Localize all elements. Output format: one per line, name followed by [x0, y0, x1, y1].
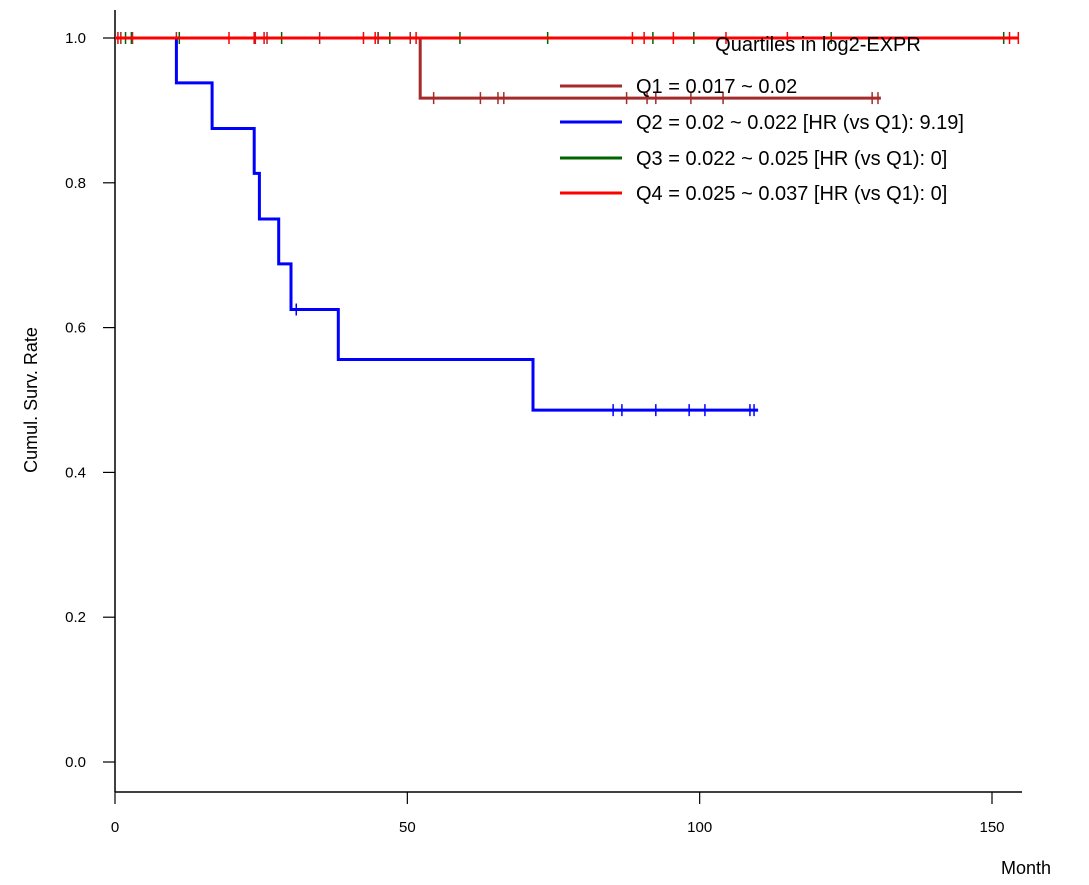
survival-curve-2: [115, 36, 759, 412]
y-tick-label: 0.0: [65, 754, 86, 771]
legend-title: Quartiles in log2-EXPR: [715, 34, 921, 56]
y-tick-label: 0.4: [65, 464, 86, 481]
y-tick-label: 0.8: [65, 175, 86, 192]
legend-label: Q3 = 0.022 ~ 0.025 [HR (vs Q1): 0]: [636, 148, 947, 170]
x-tick-label: 0: [111, 819, 119, 836]
series-layer: [115, 32, 1020, 417]
series-2: [115, 36, 759, 417]
x-tick-label: 50: [399, 819, 416, 836]
y-tick-label: 0.2: [65, 609, 86, 626]
axes: 0.0 0.2 0.4 0.6 0.8 1.0 0 50 100 150: [65, 10, 1022, 836]
x-axis-title: Month: [1001, 858, 1051, 878]
series-4: [115, 32, 1020, 44]
legend-label: Q2 = 0.02 ~ 0.022 [HR (vs Q1): 9.19]: [636, 112, 964, 134]
y-axis-title: Cumul. Surv. Rate: [21, 327, 41, 473]
y-tick-label: 1.0: [65, 30, 86, 47]
legend-label: Q1 = 0.017 ~ 0.02: [636, 76, 797, 98]
y-tick-label: 0.6: [65, 320, 86, 337]
legend-label: Q4 = 0.025 ~ 0.037 [HR (vs Q1): 0]: [636, 183, 947, 205]
legend: Quartiles in log2-EXPR Q1 = 0.017 ~ 0.02 Q…: [560, 34, 964, 205]
x-tick-label: 150: [979, 819, 1004, 836]
x-tick-label: 100: [687, 819, 712, 836]
